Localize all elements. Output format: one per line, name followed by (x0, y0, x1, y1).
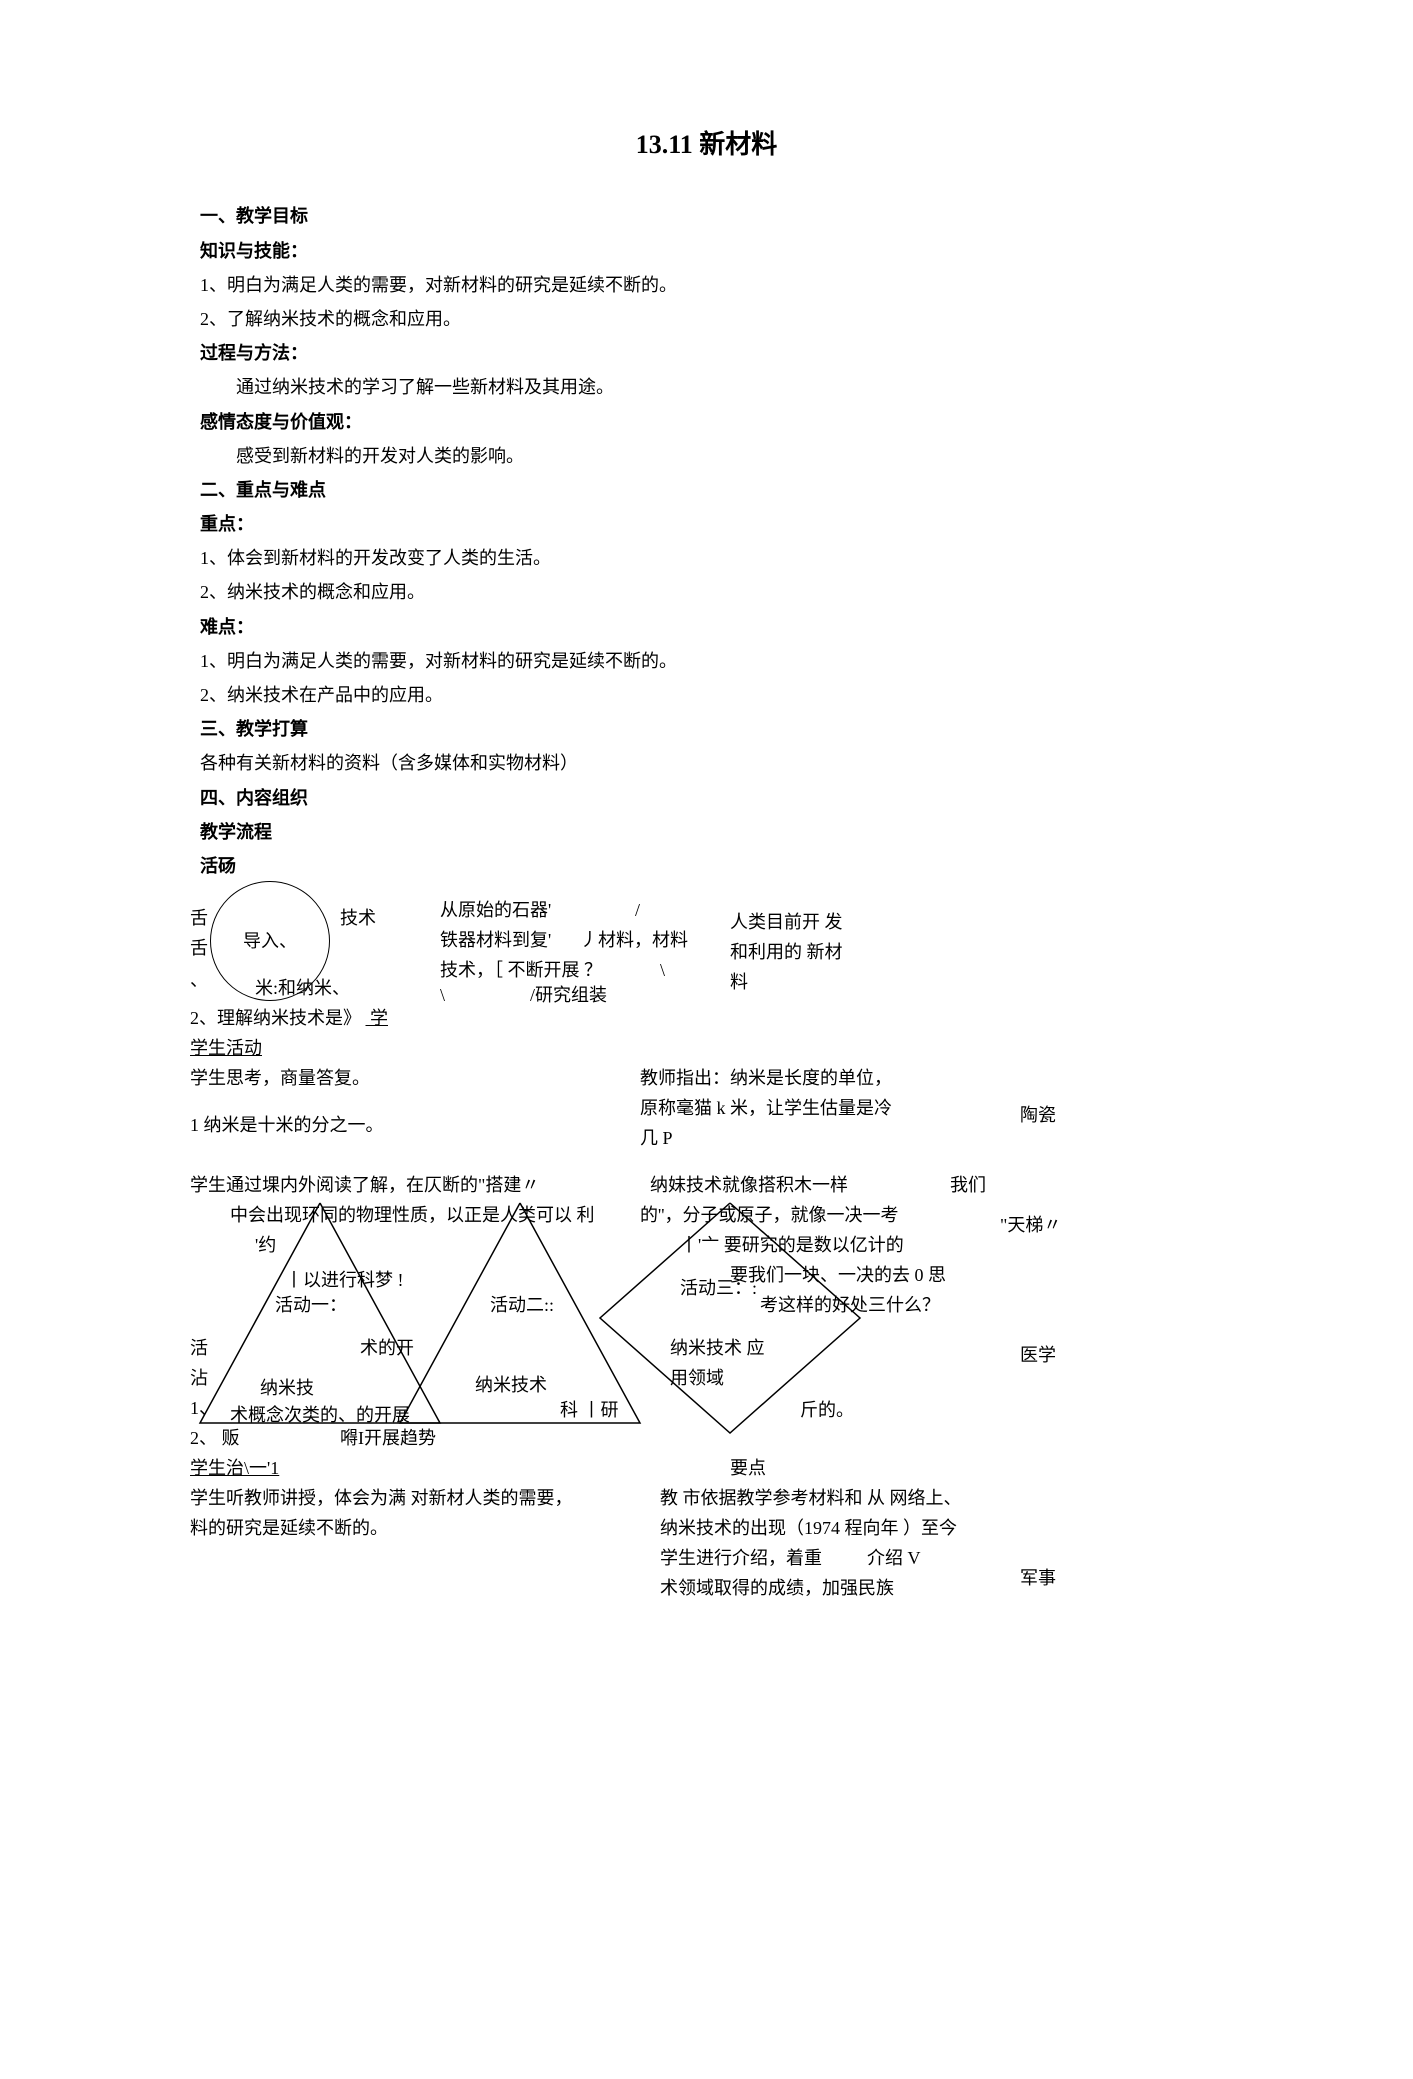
page-title: 13.11 新材料 (200, 120, 1213, 169)
attitude-header: 感情态度与价值观： (200, 405, 1213, 439)
difficulty-1: 1、明白为满足人类的需要，对新材料的研究是延续不断的。 (200, 644, 1213, 678)
process-header: 过程与方法： (200, 336, 1213, 370)
keypoint-1: 1、体会到新材料的开发改变了人类的生活。 (200, 541, 1213, 575)
tri2-text1: 纳米技术 (475, 1368, 547, 1402)
slash-1: / (635, 893, 640, 927)
frag-tech: 技术 (340, 901, 376, 935)
section-2-header: 二、重点与难点 (200, 473, 1213, 507)
knowledge-item-1: 1、明白为满足人类的需要，对新材料的研究是延续不断的。 (200, 268, 1213, 302)
nano-def: 1 纳米是十米的分之一。 (190, 1108, 384, 1142)
activity-header: 活砀 (200, 849, 1213, 883)
difficulties-header: 难点： (200, 610, 1213, 644)
military-label: 军事 (1020, 1561, 1056, 1595)
right-text-3: 料 (730, 965, 748, 999)
knowledge-item-2: 2、了解纳米技术的概念和应用。 (200, 302, 1213, 336)
section-1-header: 一、教学目标 (200, 199, 1213, 233)
tianti-label: "天梯〃 (1000, 1208, 1061, 1242)
women-label: 我们 (950, 1168, 986, 1202)
diagram-area: 导入、 技术 舌 舌 、 米:和纳米、 2、理解纳米技术是》 学 从原始的石器'… (200, 893, 1213, 1623)
frag-s2: 舌 (190, 931, 208, 965)
teacher-point-3: 几 P (640, 1121, 673, 1155)
medical-label: 医学 (1020, 1338, 1056, 1372)
keypoints-header: 重点： (200, 507, 1213, 541)
keypoint-2: 2、纳米技术的概念和应用。 (200, 575, 1213, 609)
frag-s3: 、 (190, 963, 208, 997)
understand-text: 2、理解纳米技术是》 (190, 1008, 361, 1028)
listen-2: 料的研究是延续不断的。 (190, 1511, 388, 1545)
bslash-2: \ (440, 978, 445, 1012)
student-underline: 学 (366, 1008, 389, 1028)
flow-header: 教学流程 (200, 815, 1213, 849)
tri2-text3: 嘚I开展趋势 (340, 1421, 436, 1455)
process-body: 通过纳米技术的学习了解一些新材料及其用途。 (200, 370, 1213, 404)
ceramic-label: 陶瓷 (1020, 1098, 1056, 1132)
attitude-body: 感受到新材料的开发对人类的影响。 (200, 439, 1213, 473)
section-3-header: 三、教学打算 (200, 712, 1213, 746)
knowledge-header: 知识与技能： (200, 234, 1213, 268)
dia-text3: 斤的。 (800, 1393, 854, 1427)
student-think: 学生思考，商量答复。 (190, 1061, 370, 1095)
research-text: /研究组装 (530, 978, 607, 1012)
dia-text2: 用领域 (670, 1361, 724, 1395)
intro-circle-label: 导入、 (243, 924, 297, 958)
section-3-body: 各种有关新材料的资料（含多媒体和实物材料） (200, 746, 1213, 780)
section-4-header: 四、内容组织 (200, 781, 1213, 815)
bslash-1: \ (660, 953, 665, 987)
teacher-point-2: 原称毫猫 k 米，让学生估量是冷 (640, 1091, 892, 1125)
difficulty-2: 2、纳米技术在产品中的应用。 (200, 678, 1213, 712)
teacher-ref-4: 术领域取得的成绩，加强民族 (660, 1571, 894, 1605)
